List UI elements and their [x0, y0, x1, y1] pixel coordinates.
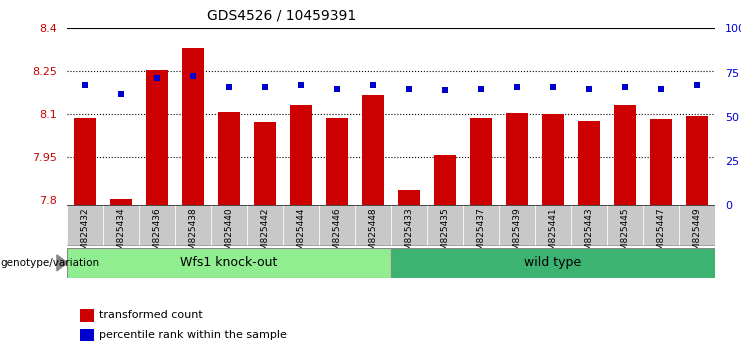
- Bar: [67, 248, 391, 278]
- Text: GSM825447: GSM825447: [657, 207, 665, 262]
- Bar: [290, 105, 312, 205]
- Text: GSM825435: GSM825435: [440, 207, 449, 262]
- Point: [187, 73, 199, 79]
- Text: GSM825434: GSM825434: [116, 207, 125, 262]
- Text: GSM825439: GSM825439: [513, 207, 522, 262]
- Bar: [283, 205, 319, 246]
- Point: [151, 75, 163, 81]
- Point: [691, 82, 703, 88]
- Text: GSM825441: GSM825441: [548, 207, 557, 262]
- Text: genotype/variation: genotype/variation: [1, 258, 100, 268]
- Bar: [614, 105, 636, 205]
- Text: GSM825432: GSM825432: [80, 207, 89, 262]
- Bar: [67, 205, 103, 246]
- Text: GSM825437: GSM825437: [476, 207, 485, 262]
- Bar: [80, 329, 94, 341]
- Text: GSM825438: GSM825438: [188, 207, 197, 262]
- Point: [655, 86, 667, 91]
- Point: [619, 84, 631, 90]
- Bar: [542, 114, 564, 205]
- Bar: [643, 205, 679, 246]
- Bar: [427, 205, 463, 246]
- Bar: [218, 112, 239, 205]
- Bar: [391, 248, 715, 278]
- Bar: [210, 205, 247, 246]
- Text: GSM825446: GSM825446: [333, 207, 342, 262]
- Text: GSM825440: GSM825440: [225, 207, 233, 262]
- Point: [511, 84, 523, 90]
- Bar: [499, 205, 535, 246]
- Bar: [319, 205, 355, 246]
- Text: GSM825449: GSM825449: [693, 207, 702, 262]
- Bar: [247, 205, 283, 246]
- Point: [367, 82, 379, 88]
- Point: [547, 84, 559, 90]
- Bar: [80, 309, 94, 321]
- Bar: [651, 119, 672, 205]
- Point: [331, 86, 343, 91]
- Text: GSM825442: GSM825442: [260, 207, 269, 262]
- Point: [439, 87, 451, 93]
- Bar: [110, 199, 131, 205]
- Text: wild type: wild type: [525, 256, 582, 269]
- Bar: [679, 205, 715, 246]
- Bar: [182, 48, 204, 205]
- Bar: [391, 205, 427, 246]
- Bar: [607, 205, 643, 246]
- Text: Wfs1 knock-out: Wfs1 knock-out: [180, 256, 277, 269]
- Bar: [571, 205, 607, 246]
- Text: GDS4526 / 10459391: GDS4526 / 10459391: [207, 9, 356, 23]
- Bar: [535, 205, 571, 246]
- Point: [403, 86, 415, 91]
- Bar: [254, 122, 276, 205]
- Bar: [434, 155, 456, 205]
- Bar: [578, 121, 599, 205]
- Text: GSM825436: GSM825436: [152, 207, 162, 262]
- Point: [295, 82, 307, 88]
- Text: GSM825444: GSM825444: [296, 207, 305, 262]
- Bar: [175, 205, 210, 246]
- Text: GSM825433: GSM825433: [405, 207, 413, 262]
- Point: [475, 86, 487, 91]
- Bar: [463, 205, 499, 246]
- Bar: [326, 118, 348, 205]
- Bar: [355, 205, 391, 246]
- Point: [115, 91, 127, 97]
- Point: [79, 82, 90, 88]
- Polygon shape: [57, 255, 67, 271]
- Point: [223, 84, 235, 90]
- Text: GSM825448: GSM825448: [368, 207, 377, 262]
- Bar: [686, 116, 708, 205]
- Bar: [103, 205, 139, 246]
- Bar: [146, 70, 167, 205]
- Bar: [362, 96, 384, 205]
- Text: GSM825445: GSM825445: [620, 207, 630, 262]
- Bar: [470, 118, 492, 205]
- Point: [583, 86, 595, 91]
- Bar: [506, 113, 528, 205]
- Text: transformed count: transformed count: [99, 310, 203, 320]
- Point: [259, 84, 270, 90]
- Text: percentile rank within the sample: percentile rank within the sample: [99, 330, 287, 340]
- Bar: [139, 205, 175, 246]
- Text: GSM825443: GSM825443: [585, 207, 594, 262]
- Bar: [398, 190, 419, 205]
- Bar: [74, 118, 96, 205]
